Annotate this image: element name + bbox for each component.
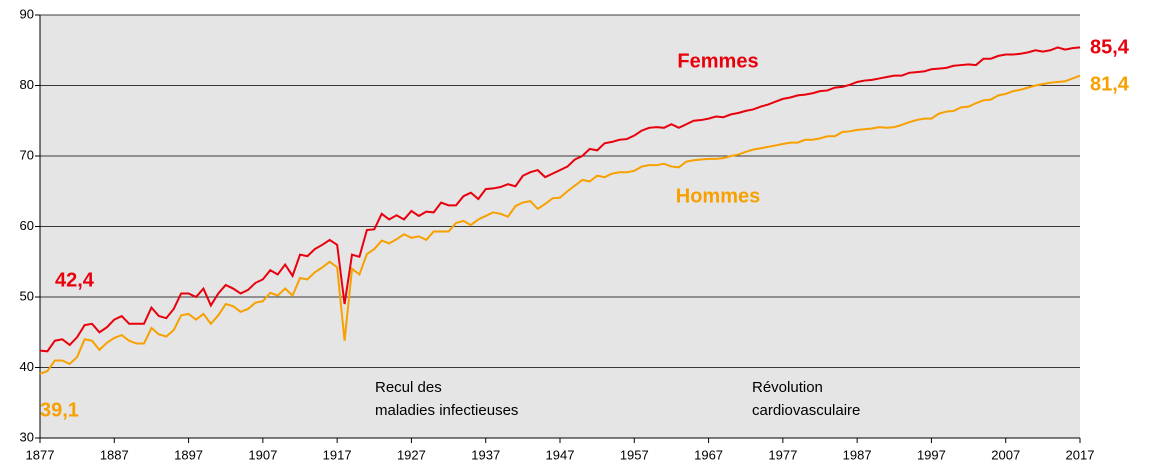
x-tick-label: 1877 xyxy=(26,447,55,462)
x-tick-label: 1997 xyxy=(917,447,946,462)
y-tick-label: 90 xyxy=(20,6,34,21)
annotation: Recul des xyxy=(375,379,442,396)
x-tick-label: 1907 xyxy=(248,447,277,462)
y-tick-label: 80 xyxy=(20,77,34,92)
series-label: Femmes xyxy=(677,50,758,72)
series-label: Hommes xyxy=(676,185,760,207)
x-tick-label: 1987 xyxy=(843,447,872,462)
x-tick-label: 1957 xyxy=(620,447,649,462)
value-label: 81,4 xyxy=(1090,73,1130,95)
y-tick-label: 70 xyxy=(20,147,34,162)
annotation: maladies infectieuses xyxy=(375,402,518,419)
x-tick-label: 1897 xyxy=(174,447,203,462)
x-tick-label: 1917 xyxy=(323,447,352,462)
x-tick-label: 1927 xyxy=(397,447,426,462)
annotation: Révolution xyxy=(752,379,823,396)
value-label: 42,4 xyxy=(55,269,95,291)
x-tick-label: 1947 xyxy=(546,447,575,462)
x-tick-label: 1967 xyxy=(694,447,723,462)
x-tick-label: 1937 xyxy=(471,447,500,462)
series-line xyxy=(39,46,1081,353)
series-line xyxy=(39,74,1081,375)
x-tick-label: 1887 xyxy=(100,447,129,462)
value-label: 85,4 xyxy=(1090,36,1130,58)
x-tick-label: 2007 xyxy=(991,447,1020,462)
annotation: cardiovasculaire xyxy=(752,402,860,419)
y-tick-label: 30 xyxy=(20,429,34,444)
y-tick-label: 50 xyxy=(20,288,34,303)
y-tick-label: 60 xyxy=(20,218,34,233)
x-tick-label: 1977 xyxy=(768,447,797,462)
value-label: 39,1 xyxy=(40,399,79,421)
y-tick-label: 40 xyxy=(20,359,34,374)
x-tick-label: 2017 xyxy=(1066,447,1095,462)
